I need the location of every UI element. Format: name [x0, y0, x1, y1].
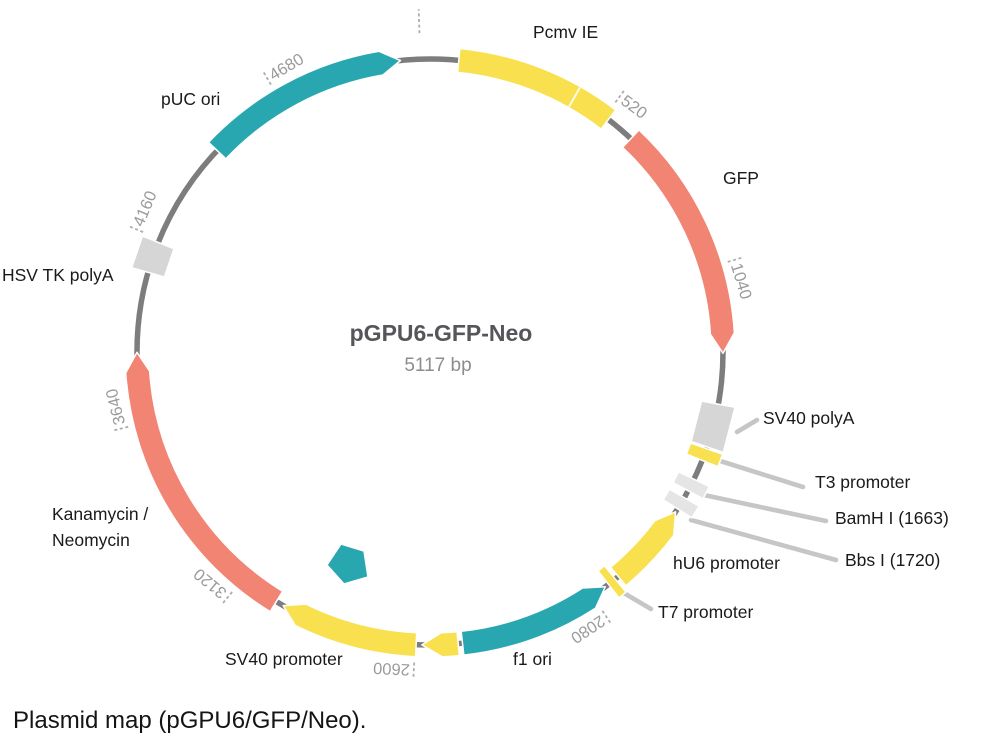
- plasmid-size: 5117 bp: [404, 355, 471, 376]
- pentagon-marker: [326, 543, 369, 585]
- feature-sv40-ori: [421, 630, 461, 658]
- feature-hsv-tk-polya: [130, 235, 175, 278]
- feature-pcmv-ie: [456, 47, 617, 130]
- tick-dash-4680: [262, 70, 272, 86]
- tick-dash-520: [614, 88, 626, 103]
- label-hu6-promoter: hU6 promoter: [673, 553, 780, 573]
- label-t7-promoter: T7 promoter: [658, 602, 753, 622]
- label-gfp: GFP: [723, 168, 759, 188]
- tick-dash-1040: [727, 256, 744, 263]
- label-puc-ori: pUC ori: [161, 89, 220, 109]
- tick-label-4160: 4160: [130, 188, 161, 229]
- feature-layer: [124, 47, 736, 658]
- feature-gfp: [621, 129, 736, 355]
- tick-label-1040: 1040: [727, 261, 755, 301]
- label-bamhi-site: BamH I (1663): [835, 508, 949, 528]
- label-bbsi-site: Bbs I (1720): [845, 550, 940, 570]
- tick-4160: 4160: [127, 188, 161, 233]
- leader-line-t3-promoter: [711, 456, 806, 490]
- tick-dash-3640: [112, 425, 129, 432]
- label-hsv-tk-polya: HSV TK polyA: [2, 265, 114, 285]
- tick-dash-3120: [221, 591, 233, 605]
- label-sv40-promoter: SV40 promoter: [225, 649, 343, 669]
- label-layer: pGPU6-GFP-Neo 5117 bp Pcmv IE GFP SV40 pol…: [2, 22, 949, 669]
- feature-puc-ori: [207, 50, 402, 160]
- label-kanamycin-neomycin-line-0: Kanamycin /: [52, 504, 148, 524]
- feature-sv40-polya: [690, 400, 736, 454]
- label-pcmv-ie: Pcmv IE: [533, 22, 598, 42]
- leader-line-sv40-polya: [734, 417, 760, 435]
- label-sv40-polya: SV40 polyA: [763, 408, 855, 428]
- feature-bbsi-site: [662, 488, 700, 519]
- tick-label-520: 520: [617, 92, 650, 123]
- feature-t7-promoter: [597, 565, 627, 599]
- label-kanamycin-neomycin-line-1: Neomycin: [52, 530, 130, 550]
- tick-origin: [417, 9, 421, 34]
- feature-bamhi-site: [672, 471, 711, 500]
- feature-hu6-promoter: [609, 511, 677, 587]
- plasmid-title: pGPU6-GFP-Neo: [350, 320, 533, 346]
- feature-t3-promoter: [685, 442, 724, 468]
- tick-dash-2080: [601, 610, 613, 625]
- figure-caption: Plasmid map (pGPU6/GFP/Neo).: [13, 707, 367, 734]
- label-f1-ori: f1 ori: [513, 649, 552, 669]
- tick-label-2600: 2600: [373, 659, 411, 679]
- leader-line-layer: [614, 417, 839, 612]
- feature-kanamycin-neomycin: [124, 351, 284, 613]
- feature-sv40-promoter: [282, 603, 418, 658]
- tick-label-3640: 3640: [103, 387, 129, 427]
- tick-dash-4160: [127, 225, 144, 233]
- tick-2600: 2600: [373, 659, 416, 679]
- leader-line-bamhi-site: [701, 492, 829, 524]
- feature-divider-pcmv-ie: [568, 87, 581, 108]
- tick-3640: 3640: [103, 387, 129, 432]
- feature-f1-ori: [460, 585, 607, 656]
- tick-520: 520: [614, 88, 650, 123]
- tick-dash-2600: [412, 662, 416, 679]
- label-t3-promoter: T3 promoter: [815, 472, 910, 492]
- tick-dash-origin: [417, 9, 421, 34]
- leader-line-bbsi-site: [688, 517, 839, 563]
